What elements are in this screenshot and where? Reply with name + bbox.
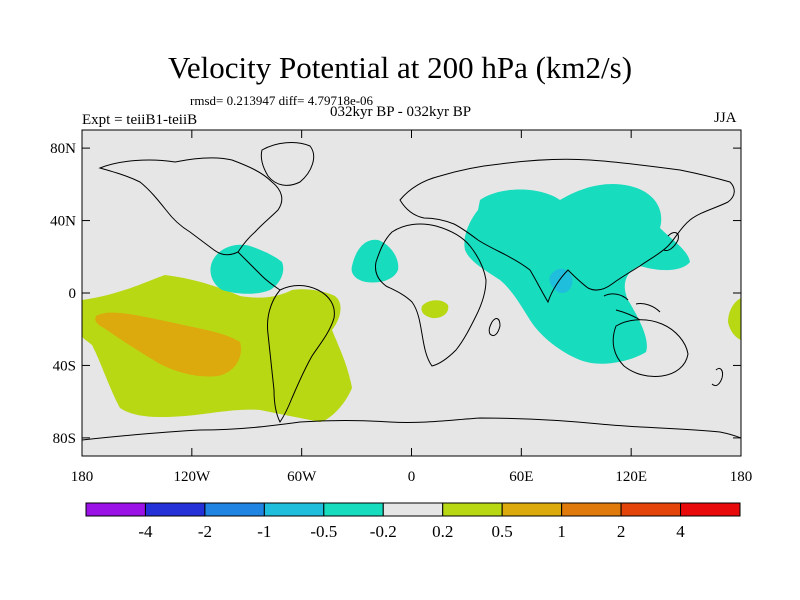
negative-anomaly-central-america: [210, 244, 284, 294]
negative-anomaly-west-africa: [351, 239, 399, 283]
coastline-africa: [375, 223, 487, 367]
lat-tick-label: 40S: [53, 358, 76, 374]
coastline-antarctica: [82, 417, 741, 441]
colorbar-swatch: [442, 502, 503, 517]
positive-anomaly-gulf-of-guinea: [421, 300, 449, 319]
negative-anomaly-asia: [464, 183, 690, 364]
colorbar-swatch: [323, 502, 384, 517]
colorbar-label: 4: [676, 522, 685, 541]
lon-tick-label: 180: [730, 469, 753, 485]
colorbar-swatch: [204, 502, 265, 517]
positive-anomaly-west-pacific: [728, 298, 741, 340]
coastline-eurasia: [399, 158, 735, 304]
colorbar-swatch: [382, 502, 444, 517]
lat-tick-label: 80S: [53, 431, 76, 447]
period-label: 032kyr BP - 032kyr BP: [330, 104, 472, 120]
colorbar-label: 1: [557, 522, 566, 541]
contour-fields: [82, 142, 741, 441]
coastline-australia: [612, 319, 689, 377]
colorbar-swatch: [561, 502, 622, 517]
colorbar-label: 0.5: [492, 522, 513, 541]
coastline-greenland: [260, 142, 315, 186]
lon-tick-label: 120W: [173, 469, 211, 485]
colorbar-swatch: [501, 502, 563, 517]
coastlines: [82, 142, 741, 441]
experiment-label: Expt = teiiB1-teiiB: [82, 112, 198, 128]
lat-tick-label: 40N: [50, 214, 76, 230]
lon-tick-label: 60W: [287, 469, 317, 485]
longitude-axis: 180 120W 60W 0 60E 120E 180: [71, 130, 753, 485]
positive-anomaly-core: [95, 312, 242, 377]
lon-tick-label: 60E: [509, 469, 533, 485]
lon-tick-label: 0: [408, 469, 416, 485]
latitude-axis: 80N 40N 0 40S 80S: [50, 141, 741, 447]
coastline-japan: [663, 232, 679, 251]
colorbar-swatch: [144, 502, 206, 517]
coastline-central-america: [237, 251, 281, 291]
coastline-north-america: [98, 157, 283, 256]
colorbar-label: -2: [198, 522, 212, 541]
colorbar-label: -0.2: [370, 522, 397, 541]
stats-label: rmsd= 0.213947 diff= 4.79718e-06: [190, 93, 374, 108]
colorbar-swatch: [680, 502, 741, 517]
season-label: JJA: [714, 110, 737, 126]
lat-tick-label: 0: [69, 286, 77, 302]
coastline-madagascar: [488, 318, 501, 337]
lat-tick-label: 80N: [50, 141, 76, 157]
lon-tick-label: 120E: [615, 469, 647, 485]
coastline-maritime-continent: [603, 293, 661, 321]
colorbar-swatch: [85, 502, 146, 517]
colorbar-label: -1: [257, 522, 271, 541]
map-title: Velocity Potential at 200 hPa (km2/s): [167, 50, 633, 85]
colorbar-swatch: [620, 502, 682, 517]
colorbar-label: -4: [138, 522, 153, 541]
colorbar: -4 -2 -1 -0.5 -0.2 0.2 0.5 1 2 4: [85, 502, 741, 541]
coastline-south-america: [267, 285, 335, 423]
colorbar-label: 0.2: [432, 522, 453, 541]
coastline-new-zealand: [711, 367, 723, 387]
colorbar-swatch: [263, 502, 325, 517]
colorbar-label: 2: [617, 522, 626, 541]
lon-tick-label: 180: [71, 469, 94, 485]
colorbar-label: -0.5: [310, 522, 337, 541]
